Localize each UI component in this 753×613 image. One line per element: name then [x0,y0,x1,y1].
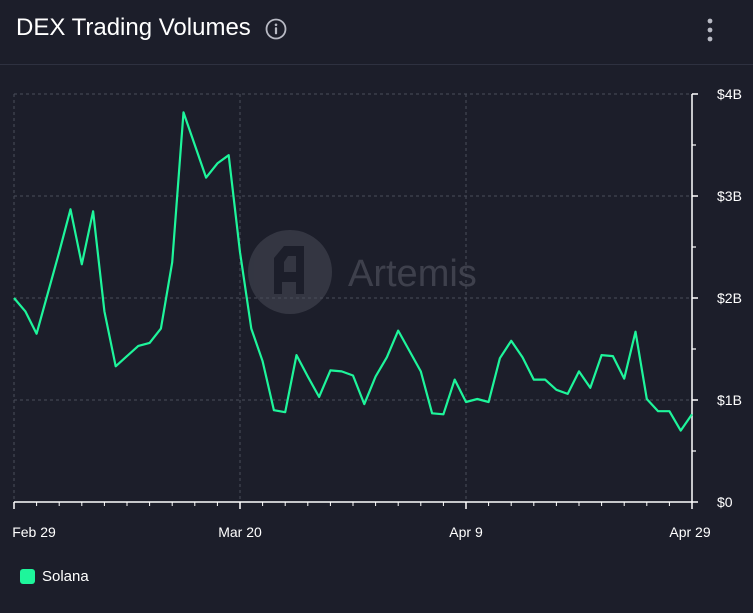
vertical-dots-icon[interactable] [700,16,720,44]
chart-grid [13,93,693,502]
x-tick-label: Feb 29 [12,524,56,540]
watermark: Artemis [248,230,477,314]
chart-series [13,111,693,432]
info-circle-icon[interactable] [265,18,287,40]
y-tick-label: $1B [717,392,742,408]
chart-axes: $0 $1B $2B $3B $4B Feb 29 Mar 20 Apr 9 Apr 29 [12,86,742,540]
legend-label-solana[interactable]: Solana [42,568,89,585]
legend-swatch-solana[interactable] [20,569,35,584]
y-tick-label: $2B [717,290,742,306]
x-tick-label: Mar 20 [218,524,262,540]
y-tick-label: $4B [717,86,742,102]
watermark-text: Artemis [348,253,477,295]
chart-header: DEX Trading Volumes [0,0,753,62]
artemis-logo-icon [248,230,332,314]
header-divider [0,64,753,65]
x-tick-label: Apr 29 [669,524,710,540]
chart-title: DEX Trading Volumes [16,14,251,41]
y-tick-label: $0 [717,494,733,510]
x-tick-label: Apr 9 [449,524,483,540]
series-line-solana[interactable] [13,111,693,432]
y-tick-label: $3B [717,188,742,204]
